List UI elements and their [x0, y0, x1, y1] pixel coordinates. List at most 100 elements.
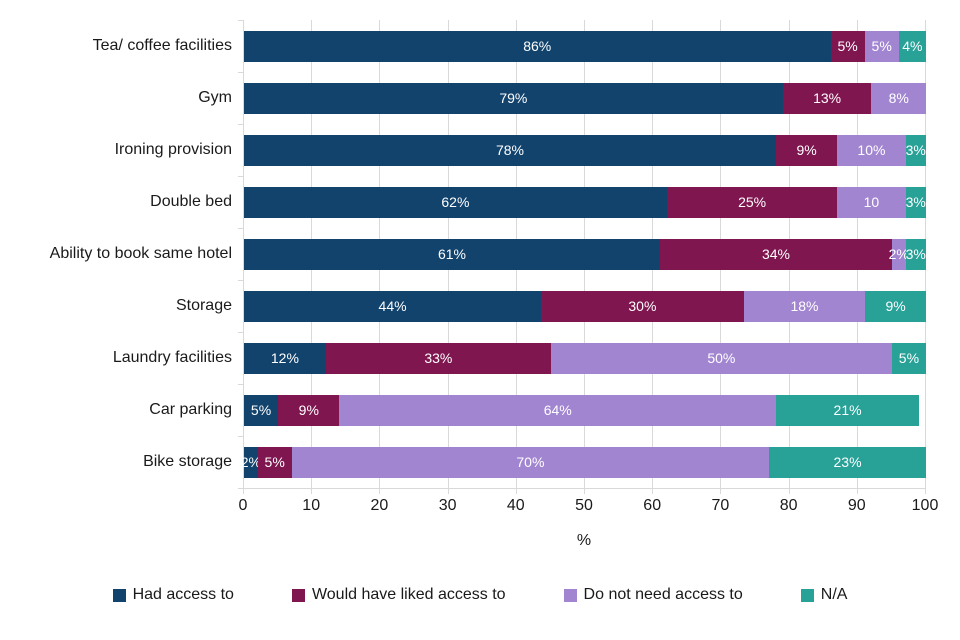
- x-tick-mark: [788, 489, 790, 494]
- x-tick-label: 30: [438, 497, 457, 514]
- bar-segment-label: 21%: [833, 402, 862, 418]
- y-tick-mark: [238, 332, 243, 333]
- bar-segment: 78%: [244, 134, 776, 166]
- category-label: Gym: [198, 89, 232, 106]
- x-tick-mark: [515, 489, 517, 494]
- bar-segment: 3%: [905, 186, 926, 218]
- bar-segment: 30%: [541, 290, 744, 322]
- bar-segment: 62%: [244, 186, 667, 218]
- x-tick-label: 0: [238, 497, 248, 514]
- bar-segment-label: 5%: [898, 350, 920, 366]
- bar-segment: 86%: [244, 30, 831, 62]
- bar-segment-label: 10%: [857, 142, 886, 158]
- x-tick-mark: [584, 489, 585, 494]
- bar-segment-label: 9%: [298, 402, 319, 418]
- legend-label: Would have liked access to: [311, 586, 506, 603]
- bar-segment: 33%: [325, 342, 551, 374]
- x-tick-mark: [856, 489, 858, 494]
- y-tick-mark: [238, 228, 243, 229]
- x-tick-mark: [925, 489, 926, 494]
- bar-segment-label: 10: [863, 194, 880, 210]
- bar-segment-label: 64%: [543, 402, 572, 418]
- bar-segment-label: 2%: [240, 454, 261, 470]
- legend-item: Would have liked access to: [291, 586, 506, 604]
- x-tick-label: 100: [911, 497, 939, 514]
- x-tick-mark: [243, 489, 244, 494]
- legend-item: Do not need access to: [563, 586, 743, 604]
- bar-segment: 13%: [782, 82, 872, 114]
- bar-segment-label: 8%: [888, 90, 909, 106]
- bar-segment: 25%: [666, 186, 838, 218]
- category-label: Ability to book same hotel: [49, 245, 232, 262]
- category-label: Tea/ coffee facilities: [92, 37, 232, 54]
- x-tick-label: 60: [643, 497, 662, 514]
- y-tick-mark: [238, 20, 243, 21]
- bar-segment-label: 30%: [628, 298, 657, 314]
- legend-item: Had access to: [112, 586, 234, 604]
- bar-segment: 2%: [888, 238, 909, 270]
- bar-segment-label: 86%: [523, 38, 552, 54]
- legend-label: Had access to: [132, 586, 234, 603]
- bar-segment: 10: [837, 186, 906, 218]
- x-tick-label: 10: [302, 497, 321, 514]
- bar-segment-label: 2%: [888, 246, 909, 262]
- plot-area: 86% 5% 5% 4% 79% 13% 8% 78% 9% 10% 3% 62% 25% 10 3% 61%…: [238, 20, 926, 494]
- x-tick-label: 50: [575, 497, 593, 514]
- legend: Had access to Would have liked access to D…: [0, 586, 960, 604]
- bar-segment-label: 79%: [499, 90, 528, 106]
- bar-segment: 8%: [871, 82, 926, 114]
- category-axis-labels: Tea/ coffee facilities Gym Ironing provisi…: [0, 20, 232, 488]
- bar-row: 2% 5% 70% 23%: [240, 436, 926, 488]
- bar-segment-label: 25%: [738, 194, 767, 210]
- bar-segment-label: 13%: [813, 90, 842, 106]
- bar-segment: 50%: [550, 342, 892, 374]
- bar-segment: 10%: [837, 134, 906, 166]
- bar-segment-label: 9%: [796, 142, 817, 158]
- bar-segment-label: 3%: [905, 142, 926, 158]
- bar-track: 44% 30% 18% 9%: [244, 290, 926, 322]
- y-tick-mark: [238, 124, 243, 125]
- bar-track: 2% 5% 70% 23%: [240, 446, 926, 478]
- bar-segment: 34%: [660, 238, 892, 270]
- bar-segment: 2%: [240, 446, 261, 478]
- y-tick-mark: [238, 488, 243, 489]
- bar-segment: 4%: [898, 30, 926, 62]
- bar-segment-label: 34%: [761, 246, 790, 262]
- x-tick-mark: [379, 489, 381, 494]
- bar-track: 79% 13% 8%: [244, 82, 926, 114]
- x-tick-mark: [311, 489, 313, 494]
- x-tick-label: 70: [711, 497, 730, 514]
- bar-segment-label: 3%: [905, 246, 926, 262]
- bar-row: 62% 25% 10 3%: [244, 176, 926, 228]
- y-tick-mark: [238, 72, 243, 73]
- bar-segment-label: 23%: [833, 454, 862, 470]
- x-tick-label: 20: [370, 497, 389, 514]
- bar-segment: 12%: [244, 342, 326, 374]
- x-tick-mark: [447, 489, 449, 494]
- bar-segment: 61%: [244, 238, 661, 270]
- y-tick-mark: [238, 436, 243, 437]
- bar-row: 61% 34% 2% 3%: [244, 228, 926, 280]
- bar-segment: 5%: [830, 30, 865, 62]
- bar-segment: 79%: [244, 82, 783, 114]
- bar-segment: 64%: [339, 394, 776, 426]
- bar-segment: 9%: [865, 290, 926, 322]
- bar-segment: 5%: [891, 342, 926, 374]
- bar-segment-label: 5%: [837, 38, 858, 54]
- bar-segment: 5%: [244, 394, 279, 426]
- category-label: Double bed: [150, 193, 232, 210]
- x-tick-mark: [652, 489, 654, 494]
- x-tick-label: 90: [847, 497, 866, 514]
- bar-segment-label: 3%: [905, 194, 926, 210]
- bar-row: 5% 9% 64% 21%: [244, 384, 926, 436]
- bar-segment: 5%: [257, 446, 292, 478]
- bar-row: 79% 13% 8%: [244, 72, 926, 124]
- bar-segment-label: 4%: [902, 38, 923, 54]
- bar-segment-label: 50%: [707, 350, 736, 366]
- bar-segment: 5%: [864, 30, 899, 62]
- bar-segment-label: 62%: [441, 194, 470, 210]
- y-tick-mark: [238, 176, 243, 177]
- category-label: Storage: [175, 297, 232, 314]
- x-axis-tick-labels: 0 10 20 30 40 50 60 70 80 90 100: [239, 497, 939, 519]
